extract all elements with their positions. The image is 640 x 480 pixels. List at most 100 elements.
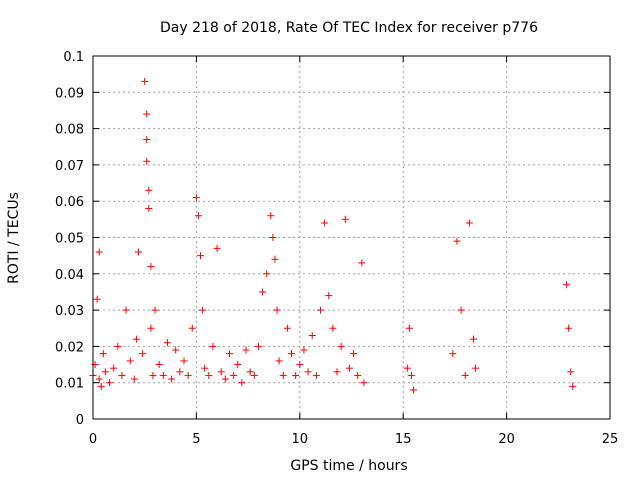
data-point (217, 368, 225, 376)
y-tick-label: 0.08 (55, 123, 84, 138)
data-point (132, 335, 140, 343)
data-point (563, 281, 571, 289)
data-point (238, 379, 246, 387)
data-point (457, 306, 465, 314)
data-point (122, 306, 130, 314)
data-point (321, 219, 329, 227)
data-point (271, 255, 279, 263)
plot-frame (92, 55, 611, 420)
y-axis-label: ROTI / TECUs (6, 192, 22, 284)
data-point (246, 368, 254, 376)
data-point (205, 371, 213, 379)
x-tick-label: 15 (395, 432, 412, 447)
data-point (230, 371, 238, 379)
grid (93, 56, 610, 419)
data-point (101, 368, 109, 376)
data-point (184, 371, 192, 379)
data-point (275, 357, 283, 365)
data-point (130, 375, 138, 383)
data-point (273, 306, 281, 314)
data-point (118, 371, 126, 379)
data-point (172, 346, 180, 354)
data-points (89, 77, 577, 394)
data-point (350, 350, 358, 358)
data-point (180, 357, 188, 365)
data-point (192, 194, 200, 202)
data-point (337, 342, 345, 350)
y-tick-label: 0.07 (55, 159, 84, 174)
data-point (99, 350, 107, 358)
data-point (567, 368, 575, 376)
data-point (163, 339, 171, 347)
data-point (333, 368, 341, 376)
x-tick-label: 20 (498, 432, 515, 447)
data-point (279, 371, 287, 379)
data-point (407, 371, 415, 379)
chart-title: Day 218 of 2018, Rate Of TEC Index for r… (160, 20, 538, 36)
data-point (147, 324, 155, 332)
data-point (288, 350, 296, 358)
data-point (461, 371, 469, 379)
data-point (269, 234, 277, 241)
data-point (316, 306, 324, 314)
data-point (159, 371, 167, 379)
x-axis-label: GPS time / hours (290, 458, 407, 474)
data-point (143, 135, 151, 143)
data-point (143, 157, 151, 165)
x-tick-label: 5 (192, 432, 200, 447)
data-point (329, 324, 337, 332)
data-point (141, 77, 149, 85)
data-point (151, 306, 159, 314)
data-point (197, 252, 205, 260)
y-tick-label: 0.05 (55, 232, 84, 247)
y-tick-label: 0.1 (63, 50, 84, 65)
y-tick-label: 0.03 (55, 304, 84, 319)
y-tick-label: 0.04 (55, 268, 84, 283)
data-point (465, 219, 473, 227)
data-point (225, 350, 233, 358)
data-point (95, 375, 103, 383)
data-point (188, 324, 196, 332)
data-point (263, 270, 271, 278)
data-point (267, 212, 275, 220)
axis-ticks: 0 5 10 15 20 25 0 0.01 0.02 0.03 0.04 0.05 0.06 0.07 0… (55, 50, 618, 447)
data-point (296, 361, 304, 369)
data-point (259, 288, 267, 296)
data-point (403, 364, 411, 372)
data-point (565, 324, 573, 332)
data-point (254, 342, 262, 350)
data-point (242, 346, 250, 354)
data-point (325, 292, 333, 300)
x-tick-label: 0 (89, 432, 97, 447)
data-point (194, 212, 202, 220)
data-point (149, 371, 157, 379)
data-point (97, 382, 105, 390)
data-point (341, 215, 349, 223)
data-point (234, 361, 242, 369)
data-point (472, 364, 480, 372)
data-point (453, 237, 461, 245)
data-point (449, 350, 457, 358)
data-point (201, 364, 209, 372)
y-tick-label: 0 (76, 413, 84, 428)
y-tick-label: 0.01 (55, 377, 84, 392)
data-point (221, 375, 229, 383)
data-point (283, 324, 291, 332)
y-tick-label: 0.06 (55, 195, 84, 210)
data-point (168, 375, 176, 383)
x-tick-label: 10 (292, 432, 309, 447)
data-point (145, 186, 153, 194)
data-point (308, 332, 316, 340)
data-point (300, 346, 308, 354)
y-tick-label: 0.02 (55, 340, 84, 355)
data-point (155, 361, 163, 369)
data-point (292, 371, 300, 379)
data-point (139, 350, 147, 358)
data-point (93, 295, 101, 303)
data-point (345, 364, 353, 372)
data-point (250, 371, 258, 379)
data-point (145, 204, 153, 212)
data-point (358, 259, 366, 267)
x-tick-label: 25 (602, 432, 619, 447)
